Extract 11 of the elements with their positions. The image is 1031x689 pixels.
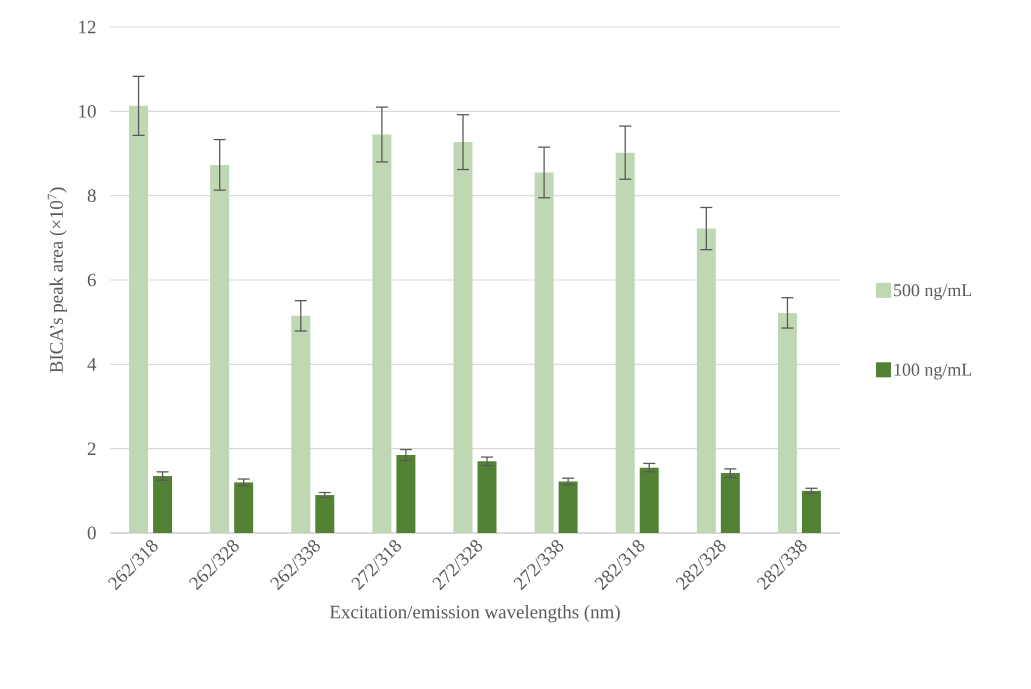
y-tick-label: 8 [87,189,96,203]
y-tick-label: 12 [79,20,96,34]
legend-label: 100 ng/mL [894,363,972,380]
legend-label: 500 ng/mL [894,284,972,300]
y-tick-label: 4 [87,358,97,371]
x-axis-title: Excitation/emission wavelengths (nm) [329,605,620,623]
y-tick-label: 2 [87,442,96,455]
y-tick-label: 6 [87,273,96,287]
y-tick-label: 10 [79,104,96,118]
y-tick-label: 0 [87,526,96,540]
y-axis-title: BICA’s peak area (×10$^{7}$) [47,187,67,373]
